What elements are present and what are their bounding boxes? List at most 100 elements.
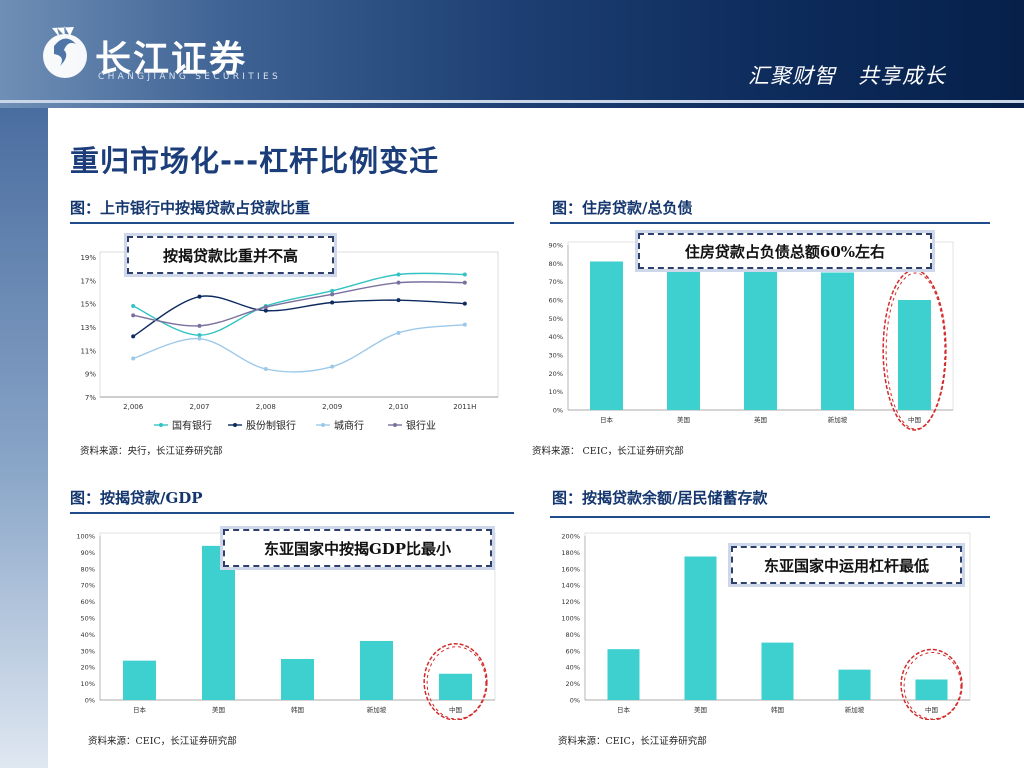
x-tick-label: 新加坡: [828, 415, 848, 424]
x-tick-label: 日本: [133, 705, 147, 714]
data-point: [131, 334, 136, 339]
data-point: [197, 294, 202, 299]
highlight-circle-inner: [885, 272, 946, 430]
legend-label: 城商行: [334, 419, 364, 432]
panel-title-1: 图：上市银行中按揭贷款占贷款比重: [70, 199, 311, 217]
panel-title-3: 图：按揭贷款/GDP: [70, 489, 203, 507]
legend-marker: [159, 423, 163, 427]
y-tick-label: 140%: [561, 582, 580, 590]
y-tick-label: 90%: [81, 549, 95, 557]
bar-2: [202, 545, 235, 700]
data-point: [263, 367, 268, 371]
y-tick-label: 60%: [566, 647, 580, 655]
data-point: [131, 313, 136, 318]
y-tick-label: 30%: [549, 352, 563, 360]
data-point: [197, 333, 202, 338]
y-tick-label: 13%: [80, 324, 96, 332]
y-tick-label: 15%: [80, 301, 96, 309]
y-tick-label: 40%: [81, 631, 95, 639]
bar-2: [684, 556, 717, 700]
bar-4: [838, 669, 871, 700]
x-tick-label: 日本: [617, 705, 631, 714]
bar-4: [821, 272, 854, 410]
source-note-1: 资料来源：央行，长江证券研究部: [80, 446, 223, 457]
data-point: [197, 323, 202, 328]
data-point: [462, 322, 467, 327]
data-point: [263, 308, 268, 313]
left-decor-bar: [0, 108, 48, 768]
x-tick-label: 2,010: [388, 403, 408, 411]
y-tick-label: 120%: [561, 598, 580, 606]
panel-title-4: 图：按揭贷款余额/居民储蓄存款: [552, 489, 768, 507]
bar-5: [915, 679, 948, 700]
series-line-4: [133, 281, 465, 327]
bar-3: [744, 265, 777, 410]
bar-1: [123, 660, 156, 700]
y-tick-label: 80%: [81, 565, 95, 573]
data-point: [462, 301, 467, 306]
x-tick-label: 日本: [600, 415, 614, 424]
source-note-3: 资料来源：CEIC，长江证券研究部: [88, 736, 237, 747]
data-point: [197, 336, 202, 341]
y-tick-label: 20%: [566, 680, 580, 688]
highlight-circle-inner: [903, 652, 962, 720]
y-tick-label: 0%: [85, 697, 95, 705]
legend-marker: [233, 423, 237, 427]
legend-marker: [321, 423, 325, 427]
series-line-2: [132, 295, 465, 337]
y-tick-label: 80%: [549, 260, 563, 268]
bar-chart-mortgage-deposits: 0% 20% 40% 60% 80% 100% 120% 140% 160% 180% 200% 日本…: [561, 533, 971, 720]
series-line-1: [132, 272, 465, 336]
x-tick-label: 2,009: [322, 403, 342, 411]
data-point: [131, 356, 136, 361]
data-point: [396, 298, 401, 303]
data-point: [396, 330, 401, 335]
data-point: [263, 305, 268, 310]
x-tick-label: 2,007: [189, 403, 209, 411]
highlight-circle: [882, 269, 947, 431]
bar-2: [667, 265, 700, 410]
page-title: 重归市场化---杠杆比例变迁: [70, 144, 440, 178]
y-tick-label: 50%: [549, 315, 563, 323]
bar-5: [439, 673, 472, 700]
x-tick-label: 美国: [677, 415, 690, 424]
header-divider: [0, 100, 1024, 103]
legend-label: 银行业: [406, 419, 436, 432]
legend-marker: [393, 423, 397, 427]
y-tick-label: 20%: [549, 370, 563, 378]
callout-3: 东亚国家中按揭GDP比最小: [223, 529, 492, 567]
data-point: [462, 280, 467, 285]
x-tick-label: 美国: [694, 705, 707, 714]
bar-4: [360, 640, 393, 700]
data-point: [330, 300, 335, 305]
panel-rule-3: [70, 512, 514, 514]
y-tick-label: 70%: [81, 582, 95, 590]
slogan: 汇聚财智 共享成长: [748, 64, 946, 88]
y-tick-label: 60%: [549, 297, 563, 305]
legend-label: 国有银行: [172, 419, 212, 432]
data-point: [330, 364, 335, 369]
y-tick-label: 0%: [553, 407, 563, 415]
y-tick-label: 90%: [549, 242, 563, 250]
line-chart-mortgage-share: 7% 9% 11% 13% 15% 17% 19% 2,006 2,007 2,008 2,009 2…: [80, 251, 499, 432]
y-tick-label: 40%: [566, 664, 580, 672]
y-tick-label: 7%: [85, 394, 96, 402]
x-tick-label: 美国: [212, 705, 225, 714]
bar-chart-housing-liabilities: 0% 10% 20% 30% 40% 50% 60% 70% 80% 90% 日本 美国 英国 新加坡 中国: [549, 242, 954, 431]
y-tick-label: 70%: [549, 278, 563, 286]
x-tick-label: 中国: [925, 705, 938, 714]
y-tick-label: 80%: [566, 631, 580, 639]
data-point: [396, 280, 401, 285]
y-tick-label: 30%: [81, 647, 95, 655]
data-point: [396, 272, 401, 277]
header-banner: [0, 0, 1024, 108]
logo-icon: [43, 26, 87, 78]
x-tick-label: 中国: [449, 705, 462, 714]
panel-rule-2: [550, 222, 990, 224]
data-point: [131, 304, 136, 308]
panel-rule-1: [70, 222, 514, 224]
bar-3: [281, 659, 314, 700]
bar-5: [898, 300, 931, 410]
y-tick-label: 0%: [570, 697, 580, 705]
x-tick-label: 2011H: [453, 403, 476, 411]
